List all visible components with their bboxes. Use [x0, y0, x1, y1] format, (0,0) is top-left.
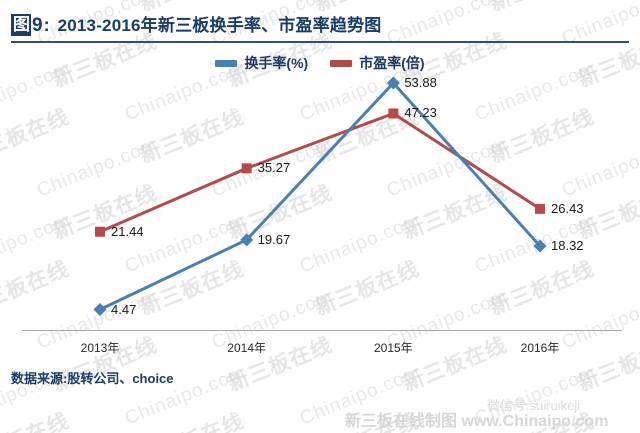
series-line-pe-ratio [98, 111, 542, 234]
chart-legend: 换手率(%) 市盈率(倍) [0, 52, 640, 74]
footer-band: 新三板在线制图 www.Chinaipo.com 微信号:suiruikeji [0, 395, 640, 433]
data-point-marker[interactable] [240, 233, 254, 247]
x-axis-tick-label: 2013年 [80, 341, 120, 355]
footer-wechat: 微信号:suiruikeji [487, 398, 581, 413]
legend-item-pe-ratio[interactable]: 市盈率(倍) [330, 55, 425, 71]
x-axis-tick-label: 2015年 [373, 341, 413, 355]
data-point-marker[interactable] [386, 76, 400, 90]
page-title: 2013-2016年新三板换手率、市盈率趋势图 [57, 15, 382, 35]
series-line-turnover [98, 81, 542, 312]
figure-number: 9 [32, 14, 43, 36]
data-point-value-label: 53.88 [404, 75, 437, 90]
data-point-value-label: 35.27 [257, 160, 291, 176]
data-point-marker[interactable] [533, 239, 547, 253]
data-point-value-label: 47.23 [404, 105, 437, 121]
x-axis-tick-label: 2014年 [227, 341, 267, 355]
legend-label-pe-ratio: 市盈率(倍) [359, 55, 425, 71]
x-axis-tick-label: 2016年 [520, 341, 560, 355]
title-divider [11, 41, 629, 43]
data-point-marker[interactable] [388, 108, 399, 119]
figure-badge: 图 [11, 14, 31, 36]
data-point-value-label: 4.47 [111, 301, 137, 317]
figure-title-row: 图 9 : 2013-2016年新三板换手率、市盈率趋势图 [0, 10, 640, 40]
data-point-value-label: 26.43 [551, 200, 584, 216]
data-point-value-label: 18.32 [551, 238, 584, 254]
data-point-marker[interactable] [95, 226, 105, 237]
legend-swatch-pe-ratio [330, 59, 353, 67]
data-point-marker[interactable] [535, 203, 545, 214]
legend-item-turnover[interactable]: 换手率(%) [215, 56, 308, 70]
data-point-value-label: 21.44 [111, 223, 144, 239]
footer-credit: 新三板在线制图 www.Chinaipo.com [345, 413, 609, 430]
data-point-value-label: 19.67 [257, 231, 291, 247]
data-point-marker[interactable] [93, 303, 107, 317]
x-axis-labels: 2013年 2014年 2015年 2016年 [22, 337, 622, 357]
data-point-marker[interactable] [241, 163, 252, 174]
legend-label-turnover: 换手率(%) [244, 55, 309, 71]
x-axis-line [22, 330, 622, 331]
source-note: 数据来源:股转公司、choice [11, 371, 174, 386]
legend-swatch-turnover [215, 59, 238, 67]
figure-colon: : [43, 15, 50, 35]
